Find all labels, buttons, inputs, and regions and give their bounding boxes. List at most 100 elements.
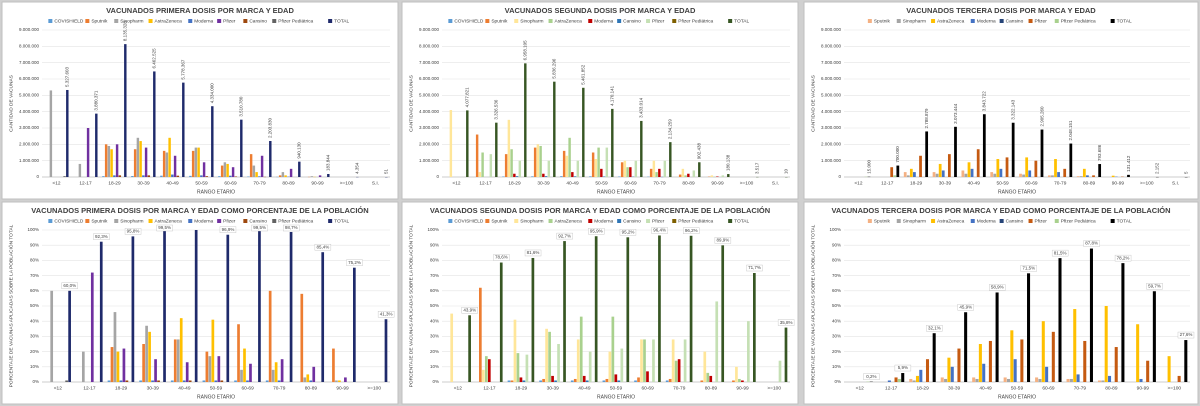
- bar: [144, 147, 148, 177]
- bar: [516, 353, 520, 382]
- bar: [721, 245, 725, 382]
- legend-swatch: [48, 19, 53, 23]
- legend-label: AstraZeneca: [937, 219, 965, 225]
- bar: [249, 363, 252, 382]
- x-tick-label: 80-89: [305, 385, 318, 391]
- bar: [967, 162, 971, 177]
- bar: [531, 257, 535, 382]
- data-label: 95,9%: [590, 228, 603, 233]
- bar: [996, 159, 1000, 177]
- x-tick-label: 50-59: [610, 385, 623, 391]
- bar: [344, 377, 347, 382]
- y-tick-label: 5.000.000: [821, 93, 842, 98]
- bar: [237, 324, 240, 382]
- data-label-box: [989, 284, 1006, 291]
- data-label: 4.077.821: [465, 87, 470, 108]
- bar: [545, 328, 548, 382]
- legend-swatch: [85, 219, 90, 223]
- data-label-box: [683, 227, 700, 234]
- x-tick-label: 60-69: [624, 180, 637, 186]
- bar: [131, 176, 134, 177]
- y-axis-label: PORCENTAJE DE VACUNAS APLICADAS SOBRE LA…: [809, 224, 816, 387]
- legend-swatch: [514, 19, 519, 23]
- bar: [563, 241, 566, 382]
- data-label: 5: [1183, 171, 1188, 174]
- bar: [66, 89, 69, 177]
- bar: [284, 175, 287, 177]
- legend-label: TOTAL: [334, 19, 349, 25]
- bar: [941, 170, 945, 177]
- bar: [626, 167, 629, 177]
- bar: [620, 162, 624, 177]
- bar: [147, 175, 151, 177]
- legend-swatch: [548, 19, 553, 23]
- bar: [133, 149, 137, 177]
- bar: [681, 168, 685, 177]
- x-tick-label: 50-59: [595, 180, 608, 186]
- bar: [1022, 174, 1025, 177]
- y-tick-label: 0%: [834, 379, 841, 384]
- bar: [658, 235, 661, 382]
- legend-label: Moderna: [977, 19, 996, 25]
- bar: [542, 173, 545, 177]
- y-tick-label: 20%: [30, 349, 39, 354]
- bar: [602, 380, 606, 382]
- data-label: 2.134.259: [668, 119, 673, 140]
- bar: [229, 175, 232, 177]
- legend-swatch: [1110, 219, 1115, 223]
- bar: [384, 319, 388, 382]
- bar: [125, 380, 129, 382]
- bar: [893, 175, 897, 177]
- y-tick-label: 10%: [832, 364, 841, 369]
- bar: [185, 362, 189, 382]
- legend-swatch: [217, 219, 222, 223]
- bar: [153, 71, 156, 177]
- bar: [518, 160, 522, 177]
- bar: [119, 380, 123, 382]
- x-axis-label: RANGO ETARIO: [197, 189, 235, 195]
- bar: [1003, 377, 1007, 382]
- bar: [142, 344, 145, 382]
- bar: [507, 380, 511, 382]
- bar: [925, 359, 930, 382]
- x-tick-label: <12: [54, 385, 62, 391]
- bar: [173, 155, 177, 177]
- bar: [338, 380, 341, 382]
- bar: [332, 348, 335, 382]
- y-tick-label: 80%: [430, 258, 439, 263]
- x-tick-label: 18-29: [916, 385, 929, 391]
- legend-swatch: [617, 219, 622, 223]
- bar: [784, 327, 788, 382]
- legend-swatch: [728, 219, 733, 223]
- legend-swatch: [1028, 19, 1033, 23]
- data-label: 5.836.296: [552, 58, 557, 79]
- bar: [81, 351, 85, 382]
- bar: [710, 175, 714, 177]
- bar: [1011, 122, 1015, 177]
- data-label: 4.334.000: [210, 83, 215, 104]
- data-label: 3.880.371: [94, 90, 99, 111]
- legend-label: Pfizer: [223, 19, 236, 25]
- data-label: 8.135.328: [123, 21, 128, 42]
- bar: [614, 374, 618, 382]
- bar: [191, 150, 195, 177]
- panel-background: [803, 201, 1199, 405]
- legend-label: Moderna: [594, 219, 613, 225]
- legend-label: Cansino: [1006, 19, 1024, 25]
- bar: [188, 380, 192, 382]
- bar: [548, 331, 551, 382]
- y-tick-label: 30%: [30, 334, 39, 339]
- bar: [1035, 377, 1039, 382]
- legend-swatch: [728, 19, 733, 23]
- data-label: 96,4%: [653, 228, 666, 233]
- bar: [249, 154, 253, 177]
- x-tick-label: 80-89: [1083, 180, 1096, 186]
- legend-label: Sputnik: [91, 219, 108, 225]
- bar: [901, 373, 905, 382]
- bar: [1028, 170, 1032, 177]
- bar: [1079, 176, 1083, 177]
- y-tick-label: 4.000.000: [419, 109, 440, 114]
- bar: [620, 348, 624, 382]
- bar: [932, 172, 936, 177]
- bar: [947, 154, 951, 177]
